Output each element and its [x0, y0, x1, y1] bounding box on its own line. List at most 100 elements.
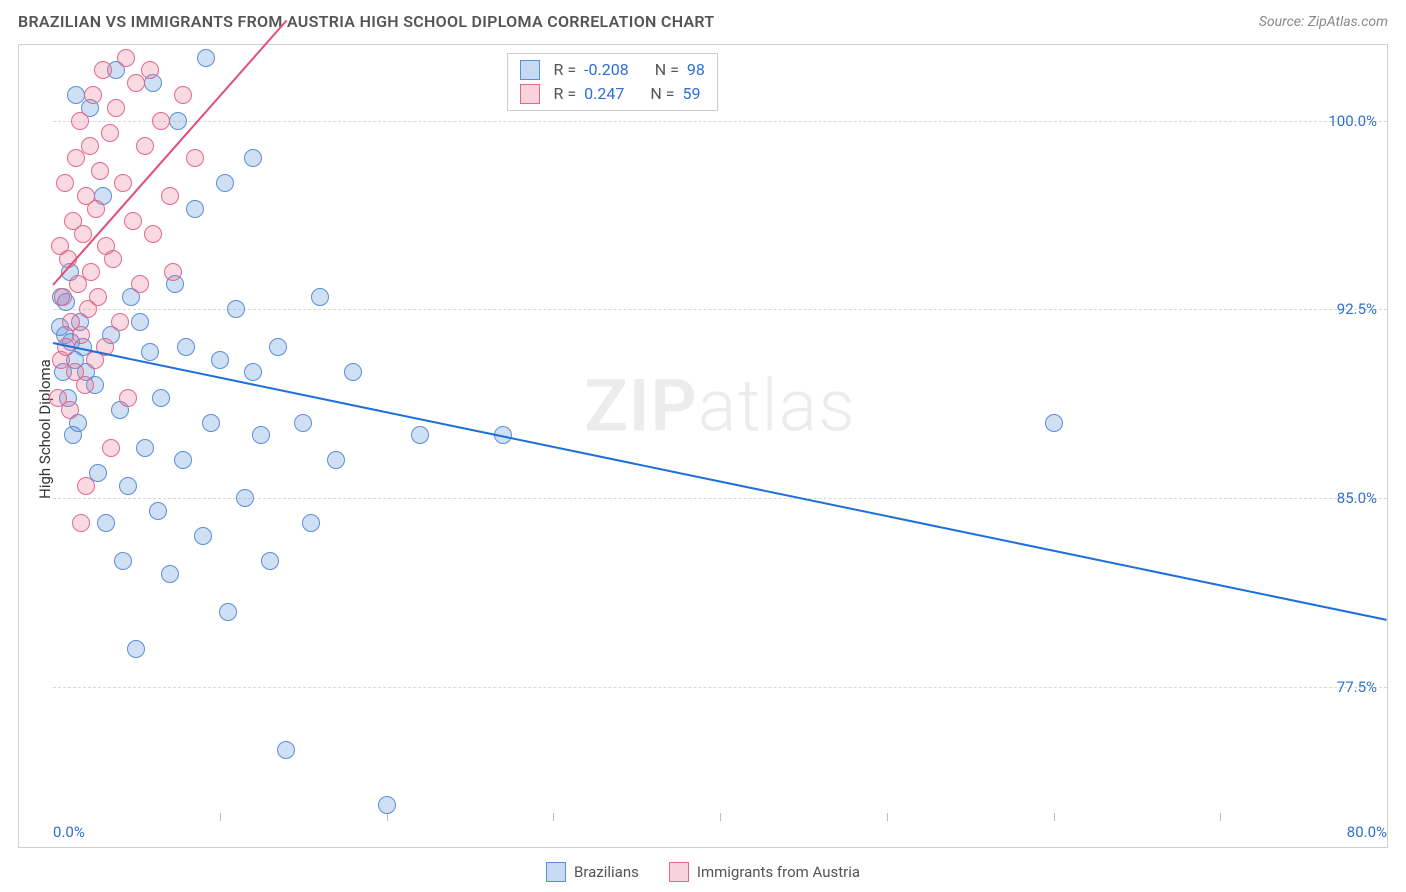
chart-title: BRAZILIAN VS IMMIGRANTS FROM AUSTRIA HIG…	[18, 12, 715, 31]
scatter-point	[77, 477, 95, 495]
scatter-point	[194, 527, 212, 545]
scatter-point	[161, 187, 179, 205]
x-tick	[1220, 813, 1221, 821]
stats-row: R = -0.208N = 98	[520, 58, 705, 82]
scatter-point	[302, 514, 320, 532]
scatter-point	[81, 137, 99, 155]
scatter-point	[277, 741, 295, 759]
chart-header: BRAZILIAN VS IMMIGRANTS FROM AUSTRIA HIG…	[0, 0, 1406, 39]
bottom-legend: Brazilians Immigrants from Austria	[0, 862, 1406, 882]
watermark-rest: atlas	[698, 363, 856, 448]
scatter-point	[114, 174, 132, 192]
y-tick-label: 100.0%	[1328, 112, 1377, 130]
plot-area: High School Diploma ZIPatlas 77.5%85.0%9…	[53, 45, 1387, 813]
source-label: Source: ZipAtlas.com	[1259, 14, 1388, 30]
scatter-point	[71, 112, 89, 130]
legend-swatch	[520, 60, 540, 80]
scatter-point	[311, 288, 329, 306]
x-tick	[553, 813, 554, 821]
scatter-point	[227, 300, 245, 318]
y-tick-label: 85.0%	[1337, 489, 1377, 507]
scatter-point	[144, 225, 162, 243]
x-tick	[1054, 813, 1055, 821]
scatter-point	[174, 451, 192, 469]
y-tick-label: 92.5%	[1337, 300, 1377, 318]
gridline	[53, 309, 1387, 310]
scatter-point	[89, 288, 107, 306]
legend-label: Brazilians	[574, 863, 639, 881]
scatter-point	[202, 414, 220, 432]
scatter-point	[252, 426, 270, 444]
scatter-point	[91, 162, 109, 180]
scatter-point	[82, 263, 100, 281]
scatter-point	[211, 351, 229, 369]
scatter-point	[104, 250, 122, 268]
scatter-point	[61, 401, 79, 419]
scatter-point	[87, 200, 105, 218]
watermark-bold: ZIP	[584, 363, 697, 448]
scatter-point	[344, 363, 362, 381]
scatter-point	[141, 61, 159, 79]
scatter-point	[131, 275, 149, 293]
scatter-point	[216, 174, 234, 192]
scatter-point	[111, 313, 129, 331]
scatter-point	[174, 86, 192, 104]
scatter-point	[119, 477, 137, 495]
scatter-point	[131, 313, 149, 331]
legend-swatch	[546, 862, 566, 882]
x-min-label: 0.0%	[53, 823, 85, 841]
scatter-point	[114, 552, 132, 570]
legend-label: Immigrants from Austria	[697, 863, 860, 881]
scatter-point	[169, 112, 187, 130]
scatter-point	[76, 376, 94, 394]
stat-n: N = 59	[646, 82, 700, 106]
x-tick	[887, 813, 888, 821]
scatter-point	[327, 451, 345, 469]
scatter-point	[141, 343, 159, 361]
x-max-label: 80.0%	[1347, 823, 1387, 841]
scatter-point	[136, 137, 154, 155]
regression-line	[53, 342, 1387, 621]
scatter-point	[72, 326, 90, 344]
scatter-point	[117, 49, 135, 67]
scatter-point	[186, 149, 204, 167]
stat-r: R = 0.247	[550, 82, 625, 106]
scatter-point	[1045, 414, 1063, 432]
scatter-point	[411, 426, 429, 444]
scatter-point	[74, 225, 92, 243]
scatter-point	[94, 61, 112, 79]
y-axis-title: High School Diploma	[36, 359, 54, 499]
chart-frame: High School Diploma ZIPatlas 77.5% 85.0% 9…	[18, 44, 1388, 848]
scatter-point	[127, 640, 145, 658]
y-tick-label: 77.5%	[1337, 678, 1377, 696]
scatter-point	[244, 149, 262, 167]
scatter-point	[136, 439, 154, 457]
scatter-point	[219, 603, 237, 621]
stat-n: N = 98	[651, 58, 705, 82]
x-tick	[220, 813, 221, 821]
scatter-point	[164, 263, 182, 281]
scatter-point	[107, 99, 125, 117]
scatter-point	[56, 174, 74, 192]
scatter-point	[54, 288, 72, 306]
scatter-point	[186, 200, 204, 218]
scatter-point	[161, 565, 179, 583]
legend-item: Brazilians	[546, 862, 639, 882]
x-tick	[720, 813, 721, 821]
scatter-point	[102, 439, 120, 457]
scatter-point	[152, 112, 170, 130]
scatter-point	[124, 212, 142, 230]
scatter-point	[294, 414, 312, 432]
scatter-point	[197, 49, 215, 67]
stats-row: R = 0.247 N = 59	[520, 82, 705, 106]
gridline	[53, 687, 1387, 688]
gridline	[53, 121, 1387, 122]
scatter-point	[378, 796, 396, 814]
legend-swatch	[520, 84, 540, 104]
scatter-point	[269, 338, 287, 356]
scatter-point	[84, 86, 102, 104]
stats-box: R = -0.208N = 98R = 0.247 N = 59	[507, 53, 718, 111]
scatter-point	[152, 389, 170, 407]
watermark: ZIPatlas	[584, 363, 856, 448]
scatter-point	[101, 124, 119, 142]
